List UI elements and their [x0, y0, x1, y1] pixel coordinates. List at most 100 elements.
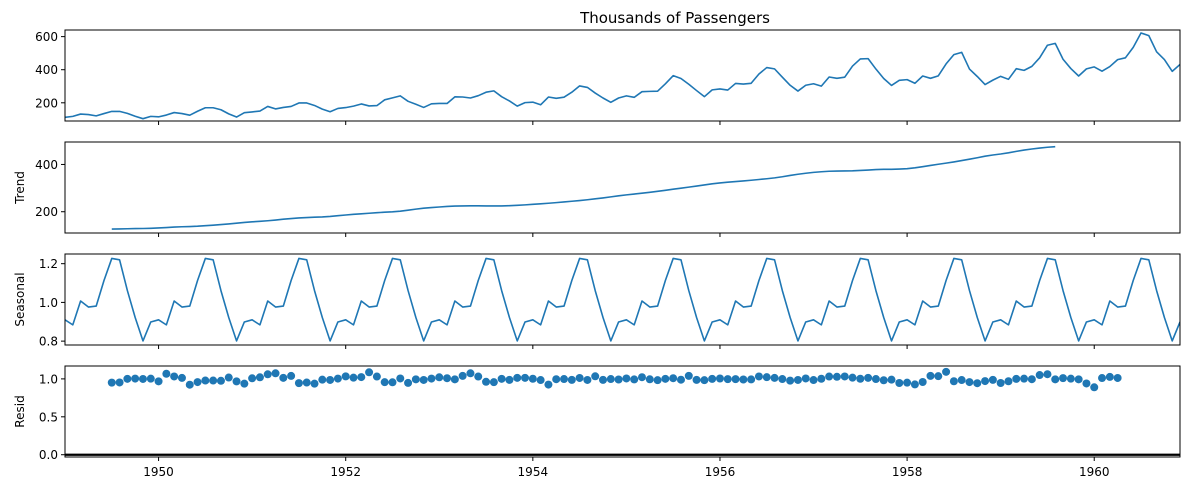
resid-y-label: Resid	[13, 395, 27, 427]
resid-point	[528, 374, 537, 383]
resid-point	[1105, 372, 1114, 381]
resid-point	[513, 373, 522, 382]
resid-point	[599, 375, 608, 384]
resid-point	[739, 375, 748, 384]
resid-point	[1035, 371, 1044, 380]
panels: 200 400 600 200 400 Trend 0.8 1.0 1.2 Seasonal 0.0…	[13, 29, 1181, 479]
resid-point	[637, 373, 646, 382]
resid-point	[770, 373, 779, 382]
x-tick-label: 1954	[518, 465, 549, 479]
resid-point	[754, 372, 763, 381]
resid-point	[302, 378, 311, 387]
resid-point	[536, 376, 545, 385]
resid-point	[1066, 374, 1075, 383]
resid-point	[154, 377, 163, 386]
resid-point	[388, 378, 397, 387]
resid-point	[645, 375, 654, 384]
resid-point	[380, 378, 389, 387]
x-tick-label: 1958	[892, 465, 923, 479]
resid-point	[224, 373, 233, 382]
resid-point	[832, 372, 841, 381]
resid-point	[216, 376, 225, 385]
resid-point	[871, 375, 880, 384]
seasonal-y-tick-label: 1.0	[39, 296, 58, 310]
resid-point	[809, 376, 818, 385]
resid-point	[1082, 379, 1091, 388]
resid-point	[840, 372, 849, 381]
resid-point	[591, 372, 600, 381]
resid-point	[466, 369, 475, 378]
resid-point	[497, 374, 506, 383]
resid-plot-area	[65, 367, 1180, 456]
resid-point	[1090, 383, 1099, 392]
seasonal-y-tick-label: 0.8	[39, 335, 58, 349]
resid-point	[341, 372, 350, 381]
resid-point	[427, 374, 436, 383]
resid-point	[879, 376, 888, 385]
resid-point	[310, 379, 319, 388]
trend-plot-area	[111, 145, 1056, 230]
resid-point	[1027, 375, 1036, 384]
observed-axes-frame	[64, 29, 1181, 122]
resid-point	[864, 373, 873, 382]
resid-point	[185, 380, 194, 389]
resid-point	[411, 375, 420, 384]
resid-point	[287, 371, 296, 380]
resid-point	[333, 374, 342, 383]
resid-point	[279, 373, 288, 382]
resid-point	[981, 377, 990, 386]
resid-point	[177, 373, 186, 382]
resid-point	[1059, 374, 1068, 383]
resid-point	[661, 374, 670, 383]
resid-point	[240, 379, 249, 388]
resid-point	[232, 377, 241, 386]
resid-point	[614, 375, 623, 384]
resid-point	[575, 373, 584, 382]
resid-point	[910, 380, 919, 389]
resid-point	[934, 372, 943, 381]
resid-point	[263, 370, 272, 379]
x-tick-label: 1960	[1079, 465, 1110, 479]
resid-point	[692, 375, 701, 384]
resid-point	[318, 375, 327, 384]
resid-point	[731, 375, 740, 384]
resid-point	[918, 378, 927, 386]
resid-point	[606, 375, 615, 384]
resid-point	[435, 373, 444, 382]
resid-point	[887, 375, 896, 384]
resid-point	[778, 375, 787, 384]
resid-point	[715, 374, 724, 383]
resid-point	[848, 373, 857, 382]
resid-point	[326, 375, 335, 384]
trend-y-tick-label: 400	[35, 158, 58, 172]
resid-y-tick-label: 0.0	[39, 448, 58, 462]
resid-point	[1020, 374, 1029, 383]
resid-point	[567, 375, 576, 384]
resid-point	[801, 374, 810, 383]
resid-point	[255, 373, 264, 382]
resid-point	[544, 380, 553, 389]
resid-point	[965, 378, 974, 387]
resid-point	[107, 378, 116, 387]
resid-point	[560, 375, 569, 384]
resid-point	[1074, 375, 1083, 384]
resid-point	[1012, 374, 1021, 383]
resid-point	[1113, 373, 1122, 382]
resid-point	[357, 373, 366, 382]
x-tick-label: 1950	[143, 465, 174, 479]
resid-point	[817, 374, 826, 383]
resid-point	[762, 373, 771, 382]
resid-point	[949, 377, 958, 386]
resid-point	[1051, 375, 1060, 384]
resid-point	[926, 371, 935, 380]
resid-point	[747, 375, 756, 384]
resid-point	[131, 374, 140, 383]
seasonal-plot-area	[65, 257, 1180, 342]
resid-point	[552, 375, 561, 384]
seasonal-axes-frame	[64, 253, 1181, 346]
resid-point	[1043, 370, 1052, 379]
resid-point	[942, 367, 951, 376]
resid-point	[505, 375, 514, 384]
resid-point	[622, 374, 631, 383]
